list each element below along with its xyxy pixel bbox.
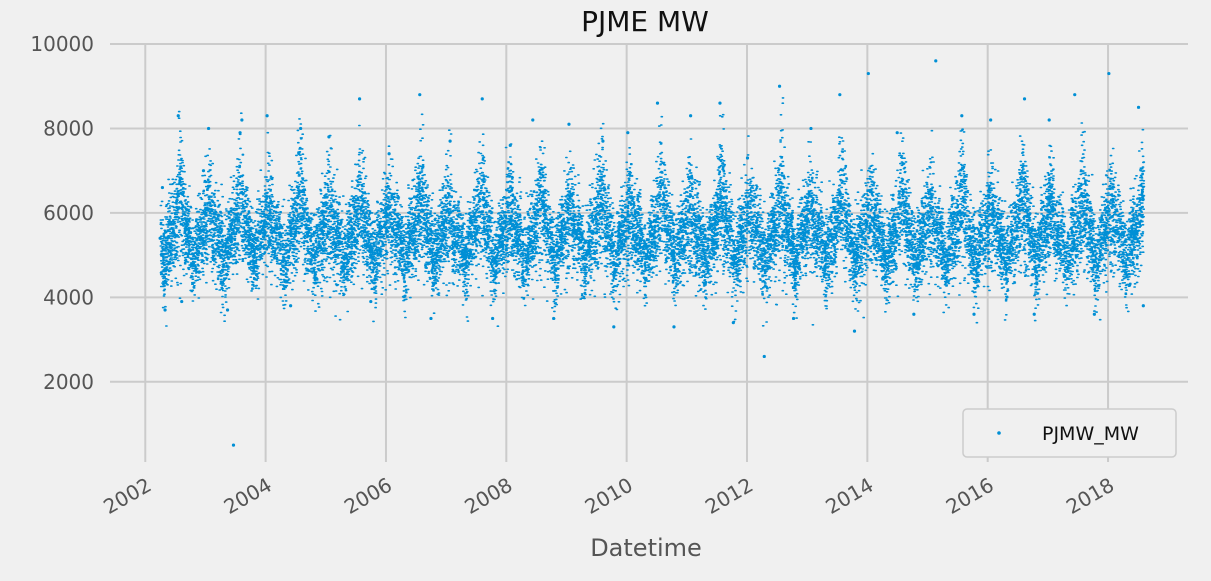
data-point	[1032, 312, 1036, 316]
data-point	[180, 299, 184, 304]
data-point	[1073, 93, 1077, 97]
data-point	[1047, 118, 1051, 122]
data-point	[1107, 71, 1111, 76]
data-point	[960, 114, 964, 118]
data-point	[1022, 97, 1027, 101]
data-point	[1141, 304, 1145, 308]
data-point	[418, 93, 422, 97]
data-point	[289, 304, 293, 308]
y-tick-label: 4000	[43, 285, 94, 309]
series-point-cloud	[159, 97, 1146, 327]
y-tick-label: 6000	[43, 201, 94, 225]
data-point	[508, 143, 512, 147]
data-point	[160, 185, 165, 190]
data-point	[299, 126, 303, 131]
data-point	[369, 299, 373, 304]
legend-box	[962, 408, 1177, 458]
data-point	[1092, 312, 1096, 316]
data-point	[448, 139, 452, 143]
data-point	[387, 152, 391, 156]
data-point	[567, 122, 571, 126]
data-point	[972, 312, 976, 316]
data-point	[838, 93, 842, 97]
data-point	[231, 443, 236, 447]
data-point	[225, 308, 230, 312]
data-point	[895, 131, 899, 135]
y-tick-label: 10000	[30, 32, 94, 56]
y-axis-ticks: 2000 4000 6000 8000 10000	[30, 32, 94, 394]
data-point	[762, 354, 766, 359]
data-point	[689, 114, 693, 118]
chart-title: PJME MW	[581, 5, 709, 38]
data-point	[934, 59, 938, 63]
data-point	[176, 114, 180, 118]
data-point	[163, 308, 167, 312]
data-point	[238, 131, 242, 135]
data-point	[1136, 105, 1141, 109]
data-point	[612, 325, 616, 329]
data-point	[158, 236, 162, 240]
data-point	[357, 97, 362, 101]
data-point	[240, 118, 244, 122]
data-point	[718, 101, 722, 105]
data-point	[809, 126, 813, 131]
legend-marker	[997, 431, 1001, 435]
data-point	[777, 84, 782, 88]
x-axis-label: Datetime	[590, 534, 702, 562]
data-point	[531, 118, 535, 122]
data-point	[327, 135, 331, 139]
data-point	[912, 312, 916, 316]
data-point	[731, 321, 735, 325]
data-point	[866, 71, 870, 76]
data-point	[626, 131, 630, 135]
legend: PJMW_MW	[962, 408, 1177, 458]
data-point	[552, 316, 556, 321]
data-point	[672, 325, 676, 329]
data-point	[429, 316, 433, 321]
data-point	[480, 97, 484, 101]
data-point	[791, 316, 796, 321]
data-point	[655, 101, 660, 105]
y-tick-label: 8000	[43, 116, 94, 140]
series-pjmw-mw	[158, 59, 1146, 447]
y-tick-label: 2000	[43, 370, 94, 394]
data-point	[852, 329, 857, 333]
data-point	[745, 156, 750, 160]
legend-label: PJMW_MW	[1042, 423, 1139, 445]
data-point	[989, 118, 993, 122]
data-point	[491, 316, 495, 321]
data-point	[201, 169, 206, 173]
data-point	[265, 114, 269, 118]
data-point	[601, 139, 605, 143]
data-point	[206, 126, 211, 131]
